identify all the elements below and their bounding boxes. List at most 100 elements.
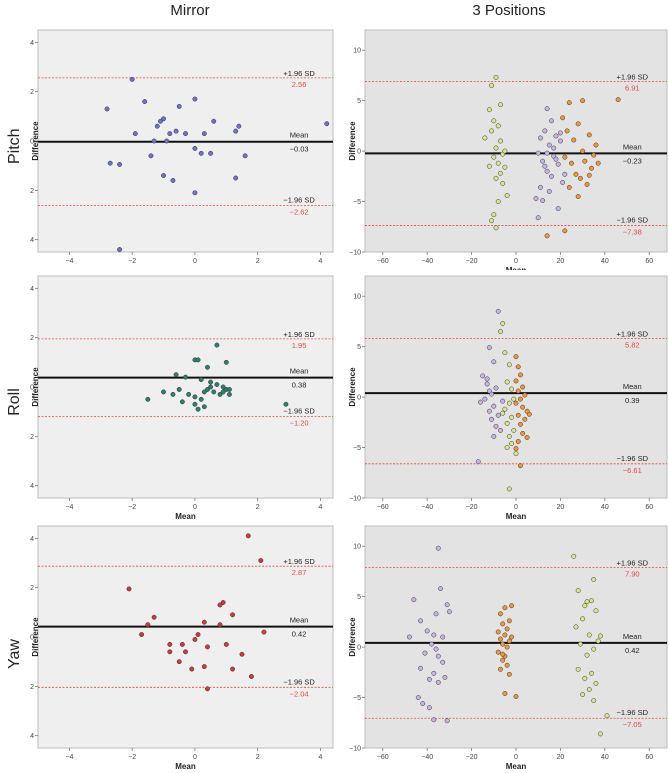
x-tick-label: −2 bbox=[128, 258, 136, 265]
data-point-orange bbox=[569, 160, 574, 166]
data-point-lavender bbox=[560, 179, 566, 185]
data-point-lavender bbox=[557, 138, 563, 144]
mean-label: Mean bbox=[623, 382, 642, 391]
data-point-pitch bbox=[117, 161, 123, 167]
data-point-pitch bbox=[117, 247, 123, 252]
y-tick-label: −4 bbox=[30, 483, 34, 490]
data-point-yellowgreen bbox=[493, 175, 499, 181]
x-tick-label: 2 bbox=[256, 504, 260, 511]
data-point-lavender bbox=[533, 196, 539, 201]
data-point-yellowgreen bbox=[577, 641, 583, 647]
data-point-lavender bbox=[537, 135, 543, 141]
data-point-yellowgreen bbox=[506, 486, 512, 492]
data-point-lavender bbox=[489, 416, 495, 422]
data-point-orange bbox=[517, 421, 523, 427]
data-point-orange bbox=[502, 632, 508, 638]
data-point-lavender bbox=[493, 385, 499, 391]
data-point-orange bbox=[506, 638, 512, 644]
data-point-orange bbox=[513, 378, 519, 384]
mean-value: −0.03 bbox=[290, 145, 309, 154]
data-point-lavender bbox=[484, 376, 490, 382]
data-point-pitch bbox=[107, 160, 113, 166]
y-tick-label: −10 bbox=[349, 250, 361, 257]
data-point-orange bbox=[591, 152, 597, 158]
x-tick-label: −40 bbox=[421, 504, 433, 511]
lower-limit-label: −1.96 SD bbox=[617, 708, 649, 717]
data-point-orange bbox=[517, 396, 523, 402]
data-point-yaw bbox=[179, 641, 185, 647]
data-point-yellowgreen bbox=[593, 680, 599, 686]
data-point-orange bbox=[584, 181, 590, 187]
data-point-lavender bbox=[535, 150, 541, 156]
data-point-roll bbox=[198, 377, 204, 383]
row-label-yaw: Yaw bbox=[6, 639, 23, 669]
chart-mirror-roll: −4 −2 0 2 4 −4 −2 0 2 4 Mean Difference +1.96 SD 1.95… bbox=[30, 275, 334, 521]
data-point-pitch bbox=[154, 123, 160, 129]
data-point-yellowgreen bbox=[573, 624, 579, 630]
data-point-orange bbox=[573, 171, 579, 177]
data-point-yellowgreen bbox=[511, 396, 517, 402]
data-point-orange bbox=[577, 175, 583, 181]
data-point-orange bbox=[520, 430, 526, 436]
x-tick-label: 60 bbox=[645, 504, 653, 511]
x-tick-label: −40 bbox=[421, 258, 433, 265]
x-axis-label: Mean bbox=[506, 512, 527, 521]
data-point-yellowgreen bbox=[589, 598, 594, 604]
data-point-yellowgreen bbox=[584, 599, 590, 605]
y-tick-label: −5 bbox=[353, 695, 361, 702]
plot-area bbox=[364, 525, 668, 749]
data-point-orange bbox=[566, 100, 572, 106]
data-point-yellowgreen bbox=[500, 320, 506, 326]
data-point-yellowgreen bbox=[575, 666, 581, 672]
y-axis-label: Difference bbox=[348, 367, 357, 407]
data-point-yellowgreen bbox=[498, 329, 503, 334]
data-point-yellowgreen bbox=[489, 128, 495, 134]
data-point-orange bbox=[500, 651, 506, 657]
data-point-roll bbox=[211, 389, 217, 395]
data-point-lavender bbox=[493, 423, 499, 429]
data-point-yaw bbox=[151, 614, 157, 620]
upper-limit-label: +1.96 SD bbox=[283, 69, 315, 78]
x-axis-label: Mean bbox=[506, 762, 527, 771]
data-point-orange bbox=[500, 621, 506, 627]
data-point-yaw bbox=[167, 649, 173, 655]
data-point-roll bbox=[173, 372, 179, 378]
mean-value: 0.39 bbox=[625, 396, 640, 405]
data-point-lavender bbox=[440, 659, 446, 665]
data-point-orange bbox=[515, 439, 521, 444]
data-point-roll bbox=[201, 389, 207, 395]
data-point-orange bbox=[566, 184, 572, 190]
data-point-pitch bbox=[132, 131, 138, 137]
data-point-lavender bbox=[475, 459, 481, 465]
lower-limit-value: −1.20 bbox=[290, 419, 309, 428]
data-point-roll bbox=[205, 387, 210, 392]
data-point-yellowgreen bbox=[595, 638, 601, 644]
data-point-yellowgreen bbox=[591, 646, 597, 652]
data-point-lavender bbox=[426, 705, 432, 711]
data-point-orange bbox=[498, 611, 503, 617]
data-point-yellowgreen bbox=[491, 212, 497, 218]
data-point-orange bbox=[526, 411, 532, 417]
data-point-orange bbox=[502, 605, 508, 611]
data-point-lavender bbox=[444, 602, 450, 608]
y-tick-label: −10 bbox=[349, 746, 361, 753]
x-tick-label: 20 bbox=[557, 504, 565, 511]
data-point-lavender bbox=[491, 359, 497, 365]
data-point-orange bbox=[504, 644, 510, 650]
data-point-orange bbox=[513, 354, 519, 360]
x-tick-label: 20 bbox=[557, 754, 565, 761]
data-point-orange bbox=[506, 671, 512, 677]
y-tick-label: 4 bbox=[30, 40, 34, 47]
data-point-lavender bbox=[544, 106, 550, 112]
data-point-roll bbox=[220, 389, 226, 395]
data-point-roll bbox=[195, 357, 201, 363]
data-point-yaw bbox=[176, 659, 182, 665]
data-point-pitch bbox=[161, 173, 166, 178]
lower-limit-value: −2.62 bbox=[290, 208, 309, 217]
y-tick-label: 2 bbox=[30, 585, 34, 592]
data-point-yellowgreen bbox=[582, 675, 588, 681]
row-label-pitch: Pitch bbox=[6, 128, 23, 164]
data-point-lavender bbox=[537, 184, 543, 190]
y-tick-label: 5 bbox=[357, 98, 361, 105]
data-point-lavender bbox=[535, 215, 541, 221]
